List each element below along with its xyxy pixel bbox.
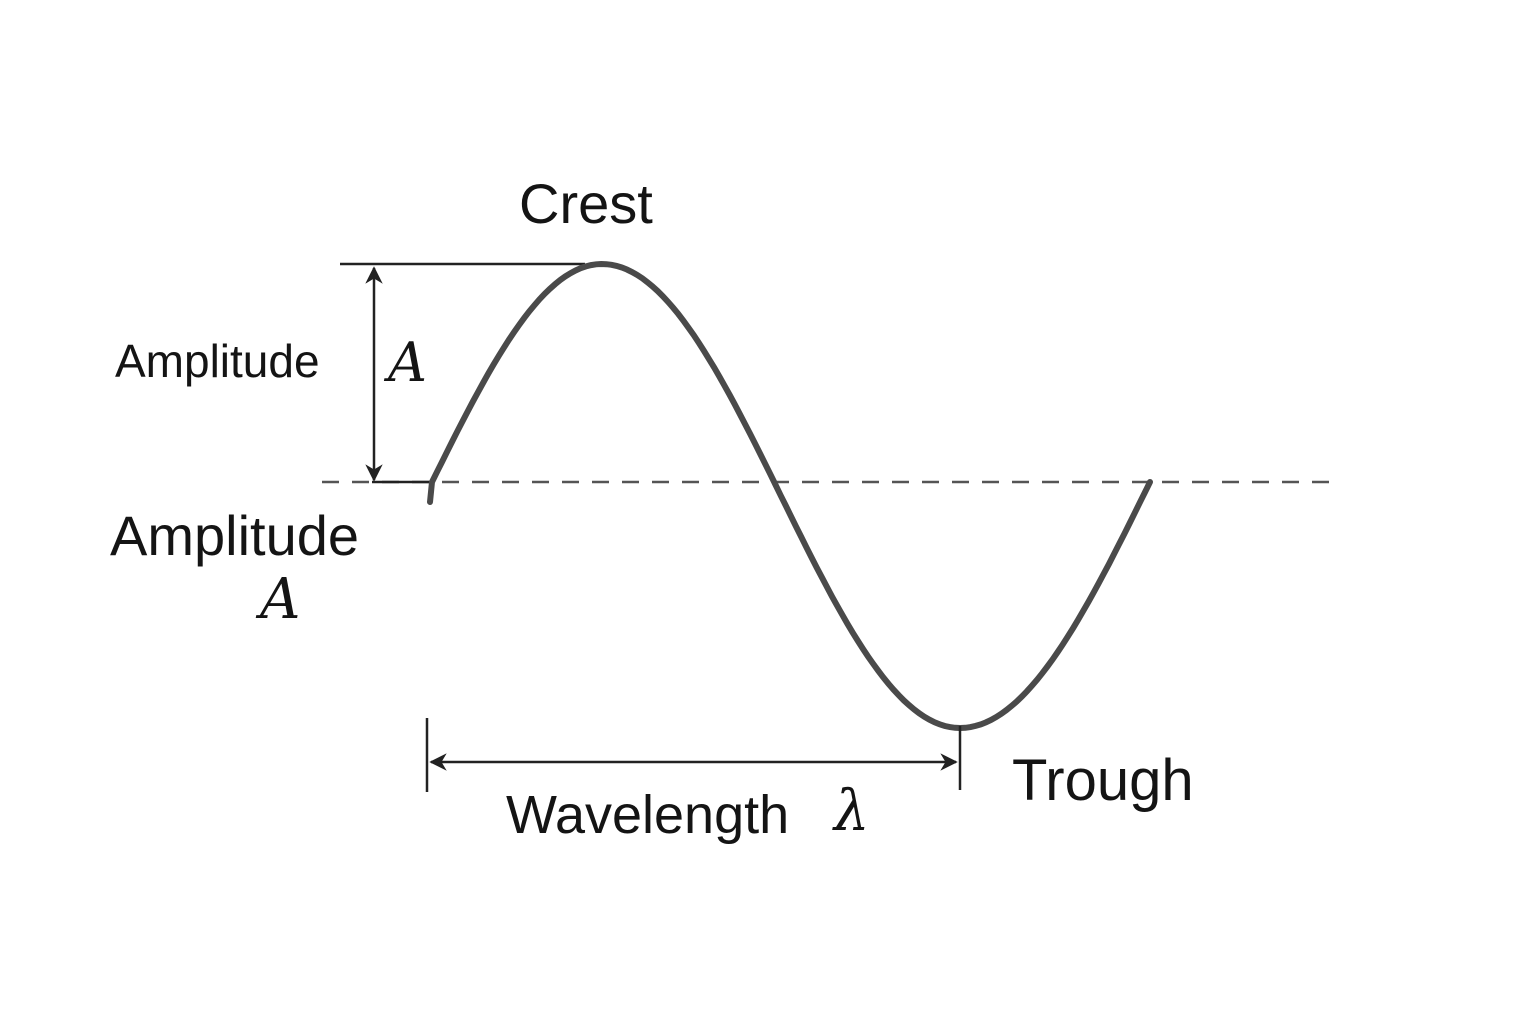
trough-label: Trough — [1012, 748, 1194, 813]
amplitude-symbol-bottom: A — [260, 567, 301, 632]
amplitude-symbol-top: A — [388, 331, 427, 394]
wavelength-label: Wavelength — [506, 785, 790, 845]
sine-wave-curve — [427, 260, 1153, 732]
wavelength-symbol: λ — [834, 779, 870, 844]
crest-label: Crest — [519, 172, 653, 235]
amplitude-label-bottom: Amplitude — [110, 504, 360, 567]
amplitude-label-top: Amplitude — [115, 335, 320, 387]
